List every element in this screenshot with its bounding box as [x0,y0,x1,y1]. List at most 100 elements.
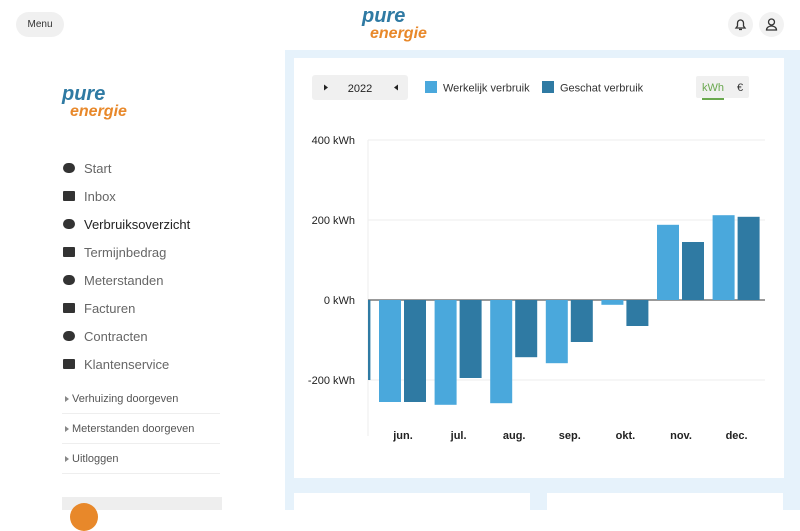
bar [737,216,760,300]
legend-swatch [425,81,437,93]
icon-shape [63,359,75,369]
x-tick-label: jun. [392,430,413,442]
nav-item[interactable]: Contracten [62,322,190,350]
main: 2022 Werkelijk verbruik Geschat verbruik kW… [285,50,800,513]
sub-link[interactable]: Verhuizing doorgeven [62,384,220,414]
page: Menu pure energie pure energie Start Inbo… [16,5,800,531]
nav-icon [63,191,75,201]
caret [65,395,69,402]
nav-icon [63,303,75,313]
x-tick-label: aug. [503,430,526,442]
bar [404,300,426,402]
card [294,493,530,513]
header-logo[interactable]: pure energie [362,5,427,42]
bar [682,242,704,300]
y-tick-label: -200 kWh [308,375,355,387]
menu-button[interactable]: Menu [16,12,64,37]
caret [65,425,69,432]
y-tick-label: 0 kWh [324,295,355,307]
caret-shape [65,425,69,432]
bar [459,300,482,378]
y-tick-label: 200 kWh [312,215,355,227]
legend-label: Geschat verbruik [560,83,644,95]
nav-label: Termijnbedrag [84,244,167,260]
bar [570,300,593,342]
chart: 2022 Werkelijk verbruik Geschat verbruik kW… [308,75,765,442]
unit-toggle [696,76,749,98]
nav-icon [63,275,75,285]
promo-card [62,497,222,531]
bar [712,215,735,300]
x-tick-label: nov. [670,430,692,442]
prev-arrow[interactable] [324,84,328,91]
nav-label: Verbruiksoverzicht [84,216,191,232]
sub-link[interactable]: Uitloggen [62,444,220,474]
sub-link[interactable]: Meterstanden doorgeven [62,414,220,444]
logo-text: pure [362,5,406,27]
bar [379,300,401,402]
bar [545,300,568,364]
icon-shape [63,303,75,313]
sidebar-logo[interactable]: pure energie [62,83,127,120]
bar [601,300,624,305]
bar [434,300,457,405]
account[interactable] [759,12,784,37]
x-tick-label: sep. [559,430,581,442]
icon-shape [63,163,75,173]
nav-icon [63,219,75,229]
link-label: Verhuizing doorgeven [72,392,179,405]
legend-label: Werkelijk verbruik [443,83,530,95]
bar [657,224,679,300]
nav-item[interactable]: Start [62,154,190,182]
year-box [312,75,408,100]
caret-shape [65,395,69,402]
logo-text: energie [70,103,127,120]
nav-icon [63,163,75,173]
nav-item[interactable]: Verbruiksoverzicht [62,210,190,238]
bar [490,300,513,404]
icon-shape [63,247,75,257]
nav-label: Klantenservice [84,356,170,372]
nav-label: Inbox [84,188,116,204]
icon-shape [63,275,75,285]
unit-option[interactable]: € [737,82,743,94]
nav-item[interactable]: Termijnbedrag [62,238,190,266]
nav-icon [63,247,75,257]
logo-text: pure [62,83,106,105]
year: 2022 [348,83,372,95]
bar [368,300,371,380]
year-selector[interactable]: 2022 [312,75,408,100]
bar [515,300,538,358]
unit-option[interactable]: kWh [702,82,724,94]
x-tick-label: okt. [616,430,636,442]
nav-label: Start [84,160,112,176]
link-label: Meterstanden doorgeven [72,422,195,435]
nav-item[interactable]: Facturen [62,294,190,322]
x-tick-label: dec. [726,430,748,442]
icon-shape [63,219,75,229]
nav-icon [63,359,75,369]
caret [65,455,69,462]
icon-shape [63,191,75,201]
notifications[interactable] [728,12,753,37]
links: Verhuizing doorgeven Meterstanden doorgev… [62,384,220,474]
y-tick-label: 400 kWh [312,135,355,147]
caret-shape [65,455,69,462]
nav-icon [63,331,75,341]
chart-card: 2022 Werkelijk verbruik Geschat verbruik kW… [294,58,784,478]
logo-text: energie [370,25,427,42]
nav-item[interactable]: Klantenservice [62,350,190,378]
x-tick-label: jul. [450,430,467,442]
legend-swatch [542,81,554,93]
nav-item[interactable]: Meterstanden [62,266,190,294]
icon-shape [63,331,75,341]
nav: Start Inbox Verbruiksoverzicht Termijnbedra… [62,154,190,378]
bars [368,215,760,405]
next-arrow[interactable] [394,84,398,91]
card [547,493,783,513]
nav-label: Facturen [84,300,136,316]
link-label: Uitloggen [72,452,119,465]
bar [626,300,649,326]
nav-item[interactable]: Inbox [62,182,190,210]
nav-label: Meterstanden [84,272,164,288]
